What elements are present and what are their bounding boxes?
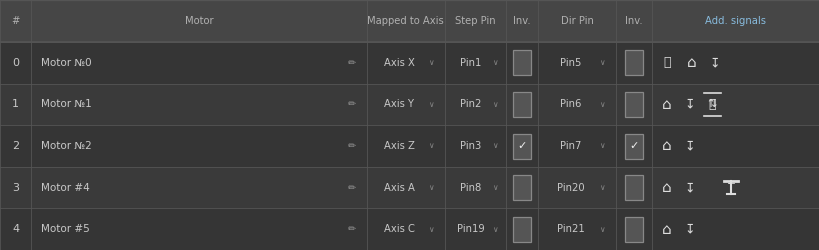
Text: Axis X: Axis X [384, 58, 415, 68]
Text: 0: 0 [12, 58, 19, 68]
Text: Pin7: Pin7 [560, 141, 581, 151]
Text: ⌂: ⌂ [687, 55, 697, 70]
Text: ✓: ✓ [629, 141, 639, 151]
Text: Axis Y: Axis Y [384, 100, 414, 110]
Text: ⭲: ⭲ [708, 98, 717, 111]
Text: ∨: ∨ [428, 58, 433, 67]
Text: Motor: Motor [185, 16, 213, 26]
Bar [0, 42, 819, 84]
Text: Motor #5: Motor #5 [41, 224, 90, 234]
Text: Axis C: Axis C [384, 224, 415, 234]
Bar [0, 125, 819, 167]
Text: Axis Z: Axis Z [384, 141, 415, 151]
Text: Pin19: Pin19 [456, 224, 484, 234]
Text: ∨: ∨ [492, 225, 498, 234]
Text: ✓: ✓ [518, 141, 527, 151]
Text: #: # [11, 16, 20, 26]
Text: ∨: ∨ [428, 183, 433, 192]
Text: ⇅: ⇅ [708, 100, 717, 110]
Text: ∨: ∨ [599, 225, 604, 234]
Text: ⌂: ⌂ [662, 138, 672, 154]
Text: Pin1: Pin1 [459, 58, 481, 68]
Text: Motor #4: Motor #4 [41, 182, 90, 192]
Text: ✏: ✏ [348, 224, 356, 234]
Text: ∨: ∨ [428, 100, 433, 109]
Text: ✏: ✏ [348, 141, 356, 151]
Text: Motor №1: Motor №1 [41, 100, 92, 110]
Bar [513, 217, 531, 242]
Text: Motor №2: Motor №2 [41, 141, 92, 151]
Text: ∨: ∨ [492, 58, 498, 67]
Text: Dir Pin: Dir Pin [560, 16, 594, 26]
Text: ⌂: ⌂ [662, 97, 672, 112]
Bar [625, 175, 643, 200]
Bar [0, 84, 819, 125]
Bar [513, 175, 531, 200]
Bar [625, 50, 643, 75]
Bar [0, 167, 819, 208]
Text: Axis A: Axis A [384, 182, 415, 192]
Text: Add. signals: Add. signals [705, 16, 766, 26]
Text: Pin21: Pin21 [557, 224, 585, 234]
Text: ↧: ↧ [685, 98, 695, 111]
Text: 2: 2 [12, 141, 19, 151]
Text: Inv.: Inv. [514, 16, 531, 26]
Text: ↧: ↧ [709, 56, 720, 69]
Text: Pin6: Pin6 [560, 100, 581, 110]
Text: 1: 1 [12, 100, 19, 110]
Bar [0, 208, 819, 250]
Text: Motor №0: Motor №0 [41, 58, 92, 68]
Bar [0, 0, 819, 42]
Text: Pin5: Pin5 [560, 58, 581, 68]
Text: ∨: ∨ [428, 142, 433, 150]
Bar [513, 92, 531, 117]
Text: ↧: ↧ [685, 140, 695, 152]
Text: ∨: ∨ [599, 142, 604, 150]
Text: Pin20: Pin20 [557, 182, 585, 192]
Text: 4: 4 [12, 224, 19, 234]
Text: Inv.: Inv. [625, 16, 643, 26]
Text: ✏: ✏ [348, 182, 356, 192]
Text: ∨: ∨ [492, 142, 498, 150]
Bar [625, 217, 643, 242]
Bar [625, 134, 643, 158]
Bar [513, 50, 531, 75]
Text: Pin3: Pin3 [459, 141, 481, 151]
Text: ∨: ∨ [492, 100, 498, 109]
Bar [625, 92, 643, 117]
Bar [513, 134, 531, 158]
Text: Mapped to Axis: Mapped to Axis [368, 16, 444, 26]
Text: ✏: ✏ [348, 100, 356, 110]
Text: ⏻: ⏻ [663, 56, 671, 69]
Text: Pin2: Pin2 [459, 100, 481, 110]
Text: Step Pin: Step Pin [455, 16, 495, 26]
Text: ∨: ∨ [492, 183, 498, 192]
Text: ∨: ∨ [428, 225, 433, 234]
Text: ∨: ∨ [599, 58, 604, 67]
Text: ↧: ↧ [685, 223, 695, 236]
Text: ∨: ∨ [599, 100, 604, 109]
Text: ⌂: ⌂ [662, 180, 672, 195]
Text: ↧: ↧ [685, 181, 695, 194]
Text: ✏: ✏ [348, 58, 356, 68]
Text: ⌂: ⌂ [662, 222, 672, 237]
Text: Pin8: Pin8 [459, 182, 481, 192]
Text: T̅: T̅ [727, 182, 735, 192]
Text: ∨: ∨ [599, 183, 604, 192]
Text: 3: 3 [12, 182, 19, 192]
